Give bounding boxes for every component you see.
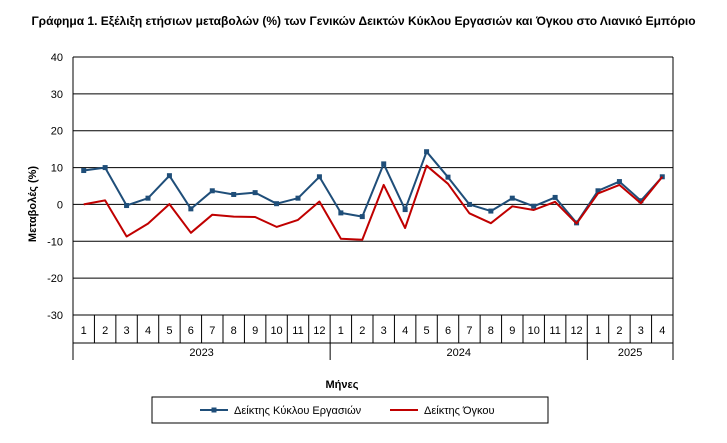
x-tick-label: 11 [292, 325, 303, 337]
y-tick-label: 20 [51, 126, 63, 138]
y-tick-label: 40 [51, 52, 63, 64]
data-point [659, 174, 665, 180]
year-label: 2023 [189, 347, 213, 359]
data-point [338, 210, 344, 216]
x-tick-label: 4 [659, 325, 665, 337]
y-tick-labels: -30 -20 -10 0 10 20 30 40 [47, 52, 63, 322]
data-point [445, 174, 451, 180]
y-tick-label: -20 [47, 273, 63, 285]
data-point [231, 191, 237, 197]
data-point [188, 206, 194, 212]
x-tick-label: 1 [81, 325, 87, 337]
x-tick-label: 1 [595, 325, 601, 337]
data-point [295, 195, 301, 201]
data-point [402, 207, 408, 213]
y-tick-label: -30 [47, 310, 63, 322]
x-tick-label: 2 [616, 325, 622, 337]
data-point [81, 168, 87, 174]
x-tick-label: 5 [424, 325, 430, 337]
x-tick-label: 9 [509, 325, 515, 337]
series-lines [81, 149, 665, 241]
x-tick-label: 10 [270, 325, 282, 337]
x-tick-label: 9 [252, 325, 258, 337]
x-tick-label: 7 [466, 325, 472, 337]
series-line-2 [83, 164, 664, 241]
year-label: 2024 [446, 347, 470, 359]
data-point [638, 198, 644, 204]
x-tick-label: 12 [313, 325, 325, 337]
data-point [552, 194, 558, 200]
y-tick-label: 30 [51, 89, 63, 101]
y-tick-label: 10 [51, 163, 63, 175]
chart-title: Γράφημα 1. Εξέλιξη ετήσιων μεταβολών (%)… [31, 14, 696, 28]
x-tick-label: 7 [209, 325, 215, 337]
data-point [124, 203, 130, 209]
data-point [166, 173, 172, 179]
data-point [102, 165, 108, 171]
gridlines [73, 56, 673, 316]
x-tick-label: 2 [359, 325, 365, 337]
data-point [381, 161, 387, 167]
data-point [359, 214, 365, 220]
y-tick-label: -10 [47, 236, 63, 248]
x-tick-label: 4 [402, 325, 408, 337]
year-label: 2025 [618, 347, 642, 359]
x-tick-label: 8 [231, 325, 237, 337]
x-tick-label: 6 [188, 325, 194, 337]
data-point [252, 190, 258, 196]
x-tick-label: 10 [528, 325, 540, 337]
legend-label: Δείκτης Όγκου [424, 405, 495, 417]
x-tick-label: 3 [638, 325, 644, 337]
x-tick-label: 12 [570, 325, 582, 337]
x-axis-label: Μήνες [326, 379, 359, 391]
x-tick-label: 1 [338, 325, 344, 337]
data-point [316, 174, 322, 180]
data-point [595, 188, 601, 194]
x-tick-label: 2 [102, 325, 108, 337]
data-point [488, 208, 494, 214]
legend: Δείκτης Κύκλου Εργασιών Δείκτης Όγκου [151, 396, 549, 424]
data-point [424, 149, 430, 155]
data-point [616, 179, 622, 185]
series-line-1 [83, 150, 664, 224]
data-point [209, 188, 215, 194]
x-tick-label: 11 [549, 325, 560, 337]
x-tick-label: 8 [488, 325, 494, 337]
x-tick-label: 3 [124, 325, 130, 337]
data-point [274, 201, 280, 207]
x-tick-label: 5 [166, 325, 172, 337]
legend-label: Δείκτης Κύκλου Εργασιών [234, 405, 362, 417]
x-tick-label: 3 [381, 325, 387, 337]
legend-swatch-marker [211, 407, 217, 413]
x-tick-label: 4 [145, 325, 151, 337]
axes [72, 57, 674, 360]
y-tick-label: 0 [57, 199, 63, 211]
data-point [509, 195, 515, 201]
data-point [531, 203, 537, 209]
data-point [145, 195, 151, 201]
x-tick-label: 6 [445, 325, 451, 337]
data-point [466, 201, 472, 207]
y-axis-label: Μεταβολές (%) [27, 166, 39, 242]
